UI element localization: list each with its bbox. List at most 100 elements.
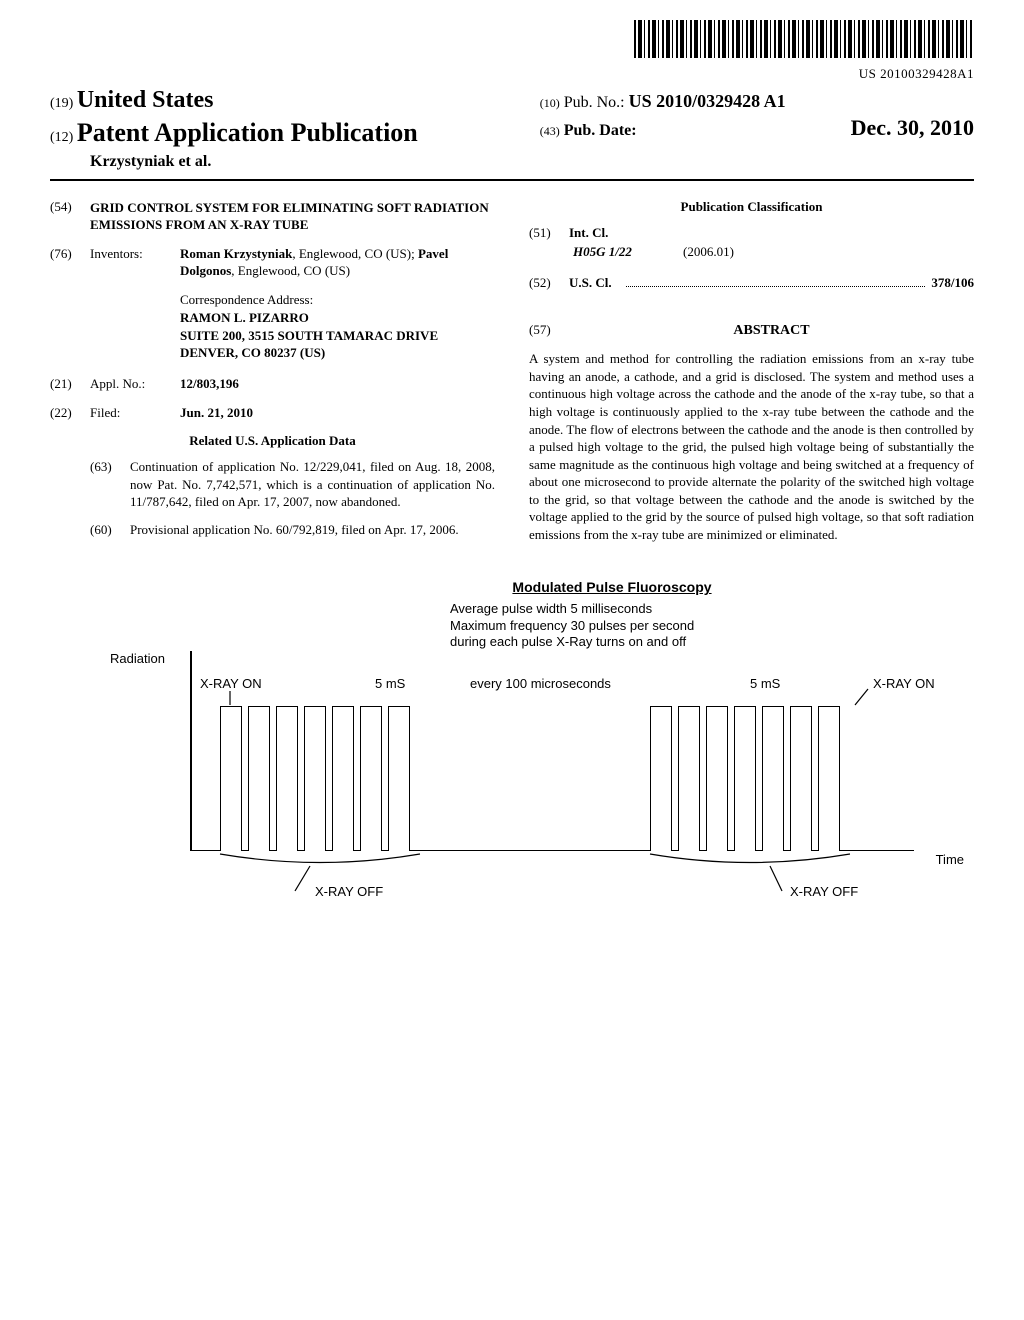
corr-addr-2: DENVER, CO 80237 (US) [180, 344, 495, 362]
inventor-2-loc: , Englewood, CO (US) [231, 263, 350, 278]
x-axis-label: Time [936, 852, 964, 869]
pulse-bar [762, 706, 784, 851]
time-label-2: 5 mS [750, 676, 780, 693]
figure-subtitle: Average pulse width 5 milliseconds Maxim… [450, 601, 954, 652]
pulse-bar [248, 706, 270, 851]
pulse-bar [304, 706, 326, 851]
inventors-num: (76) [50, 246, 90, 280]
pub-type: Patent Application Publication [77, 118, 418, 147]
pub-date-line: (43) Pub. Date: Dec. 30, 2010 [540, 114, 974, 143]
right-column: Publication Classification (51) Int. Cl.… [529, 199, 974, 549]
authors-line: Krzystyniak et al. [50, 152, 528, 173]
uscl-num: (52) [529, 275, 569, 292]
inventors-value: Roman Krzystyniak, Englewood, CO (US); P… [180, 246, 495, 280]
uscl-row: (52) U.S. Cl. 378/106 [529, 275, 974, 292]
abstract-num: (57) [529, 322, 569, 339]
uscl-label: U.S. Cl. [569, 275, 612, 292]
pub-no-value: US 2010/0329428 A1 [629, 91, 786, 111]
related-63-num: (63) [90, 458, 130, 511]
intcl-num: (51) [529, 225, 569, 242]
pulse-bar [818, 706, 840, 851]
pub-date-value: Dec. 30, 2010 [851, 114, 974, 143]
pub-no-label: Pub. No.: [564, 94, 625, 111]
y-axis [190, 651, 192, 851]
figure-sub-4: every 100 microseconds [470, 676, 611, 693]
title-field-num: (54) [50, 199, 90, 234]
header-right: (10) Pub. No.: US 2010/0329428 A1 (43) P… [528, 90, 974, 142]
corr-name: RAMON L. PIZARRO [180, 309, 495, 327]
pub-type-line: (12) Patent Application Publication [50, 116, 528, 150]
y-axis-label: Radiation [110, 651, 165, 668]
related-60-num: (60) [90, 521, 130, 539]
invention-title: GRID CONTROL SYSTEM FOR ELIMINATING SOFT… [90, 199, 495, 234]
appl-no-row: (21) Appl. No.: 12/803,196 [50, 376, 495, 393]
pub-no-line: (10) Pub. No.: US 2010/0329428 A1 [540, 90, 974, 114]
intcl-year: (2006.01) [683, 244, 734, 261]
inventor-1-loc: , Englewood, CO (US); [292, 246, 418, 261]
filed-label: Filed: [90, 405, 180, 422]
appl-label: Appl. No.: [90, 376, 180, 393]
biblio-columns: (54) GRID CONTROL SYSTEM FOR ELIMINATING… [50, 199, 974, 549]
pulse-group-2 [650, 706, 846, 851]
pub-no-num: (10) [540, 96, 560, 110]
figure-title: Modulated Pulse Fluoroscopy [270, 578, 954, 596]
pulse-bar [388, 706, 410, 851]
header-left: (19) United States (12) Patent Applicati… [50, 85, 528, 173]
inventors-row: (76) Inventors: Roman Krzystyniak, Engle… [50, 246, 495, 280]
country-num: (19) [50, 96, 73, 111]
xray-on-label-1: X-RAY ON [200, 676, 262, 693]
country-name: United States [77, 87, 214, 113]
pub-date-label: Pub. Date: [564, 122, 637, 139]
filed-value: Jun. 21, 2010 [180, 405, 495, 422]
pub-date-num: (43) [540, 124, 560, 138]
time-label-1: 5 mS [375, 676, 405, 693]
intcl-code: H05G 1/22 [573, 244, 683, 261]
pulse-bar [678, 706, 700, 851]
correspondence-block: Correspondence Address: RAMON L. PIZARRO… [180, 291, 495, 361]
xray-off-label-2: X-RAY OFF [790, 884, 858, 901]
left-column: (54) GRID CONTROL SYSTEM FOR ELIMINATING… [50, 199, 495, 549]
figure-section: Modulated Pulse Fluoroscopy Average puls… [50, 578, 974, 921]
pulse-bar [332, 706, 354, 851]
appl-value: 12/803,196 [180, 376, 495, 393]
filed-num: (22) [50, 405, 90, 422]
intcl-row: (51) Int. Cl. [529, 225, 974, 242]
abstract-heading: ABSTRACT [569, 322, 974, 340]
uscl-leader-dots [626, 286, 926, 287]
related-60-row: (60) Provisional application No. 60/792,… [90, 521, 495, 539]
pub-class-heading: Publication Classification [529, 199, 974, 216]
pulse-bar [790, 706, 812, 851]
related-63-row: (63) Continuation of application No. 12/… [90, 458, 495, 511]
inventors-label: Inventors: [90, 246, 180, 280]
abstract-heading-row: (57) ABSTRACT [529, 306, 974, 350]
pulse-bar [360, 706, 382, 851]
figure-sub-3: during each pulse X-Ray turns on and off [450, 634, 954, 651]
pub-type-num: (12) [50, 130, 73, 145]
pulse-bar [650, 706, 672, 851]
pulse-bar [706, 706, 728, 851]
figure-sub-2: Maximum frequency 30 pulses per second [450, 618, 954, 635]
pulse-bar [734, 706, 756, 851]
xray-on-label-2: X-RAY ON [873, 676, 935, 693]
corr-addr-1: SUITE 200, 3515 SOUTH TAMARAC DRIVE [180, 327, 495, 345]
inventor-1-name: Roman Krzystyniak [180, 246, 292, 261]
uscl-value: 378/106 [931, 275, 974, 292]
related-63-text: Continuation of application No. 12/229,0… [130, 458, 495, 511]
chart-container: Radiation Time X-RAY ON 5 mS every 100 m… [70, 651, 954, 921]
related-data-block: (63) Continuation of application No. 12/… [90, 458, 495, 538]
pulse-bar [220, 706, 242, 851]
barcode-section: US 20100329428A1 [50, 20, 974, 83]
figure-sub-1: Average pulse width 5 milliseconds [450, 601, 954, 618]
country-line: (19) United States [50, 85, 528, 116]
related-data-heading: Related U.S. Application Data [50, 433, 495, 450]
related-60-text: Provisional application No. 60/792,819, … [130, 521, 495, 539]
intcl-code-row: H05G 1/22 (2006.01) [529, 244, 974, 261]
appl-num: (21) [50, 376, 90, 393]
pulse-group-1 [220, 706, 416, 851]
document-header: (19) United States (12) Patent Applicati… [50, 85, 974, 181]
xray-off-label-1: X-RAY OFF [315, 884, 383, 901]
corr-label: Correspondence Address: [180, 291, 495, 309]
pulse-bar [276, 706, 298, 851]
barcode-graphic [634, 20, 974, 58]
intcl-label: Int. Cl. [569, 225, 608, 242]
